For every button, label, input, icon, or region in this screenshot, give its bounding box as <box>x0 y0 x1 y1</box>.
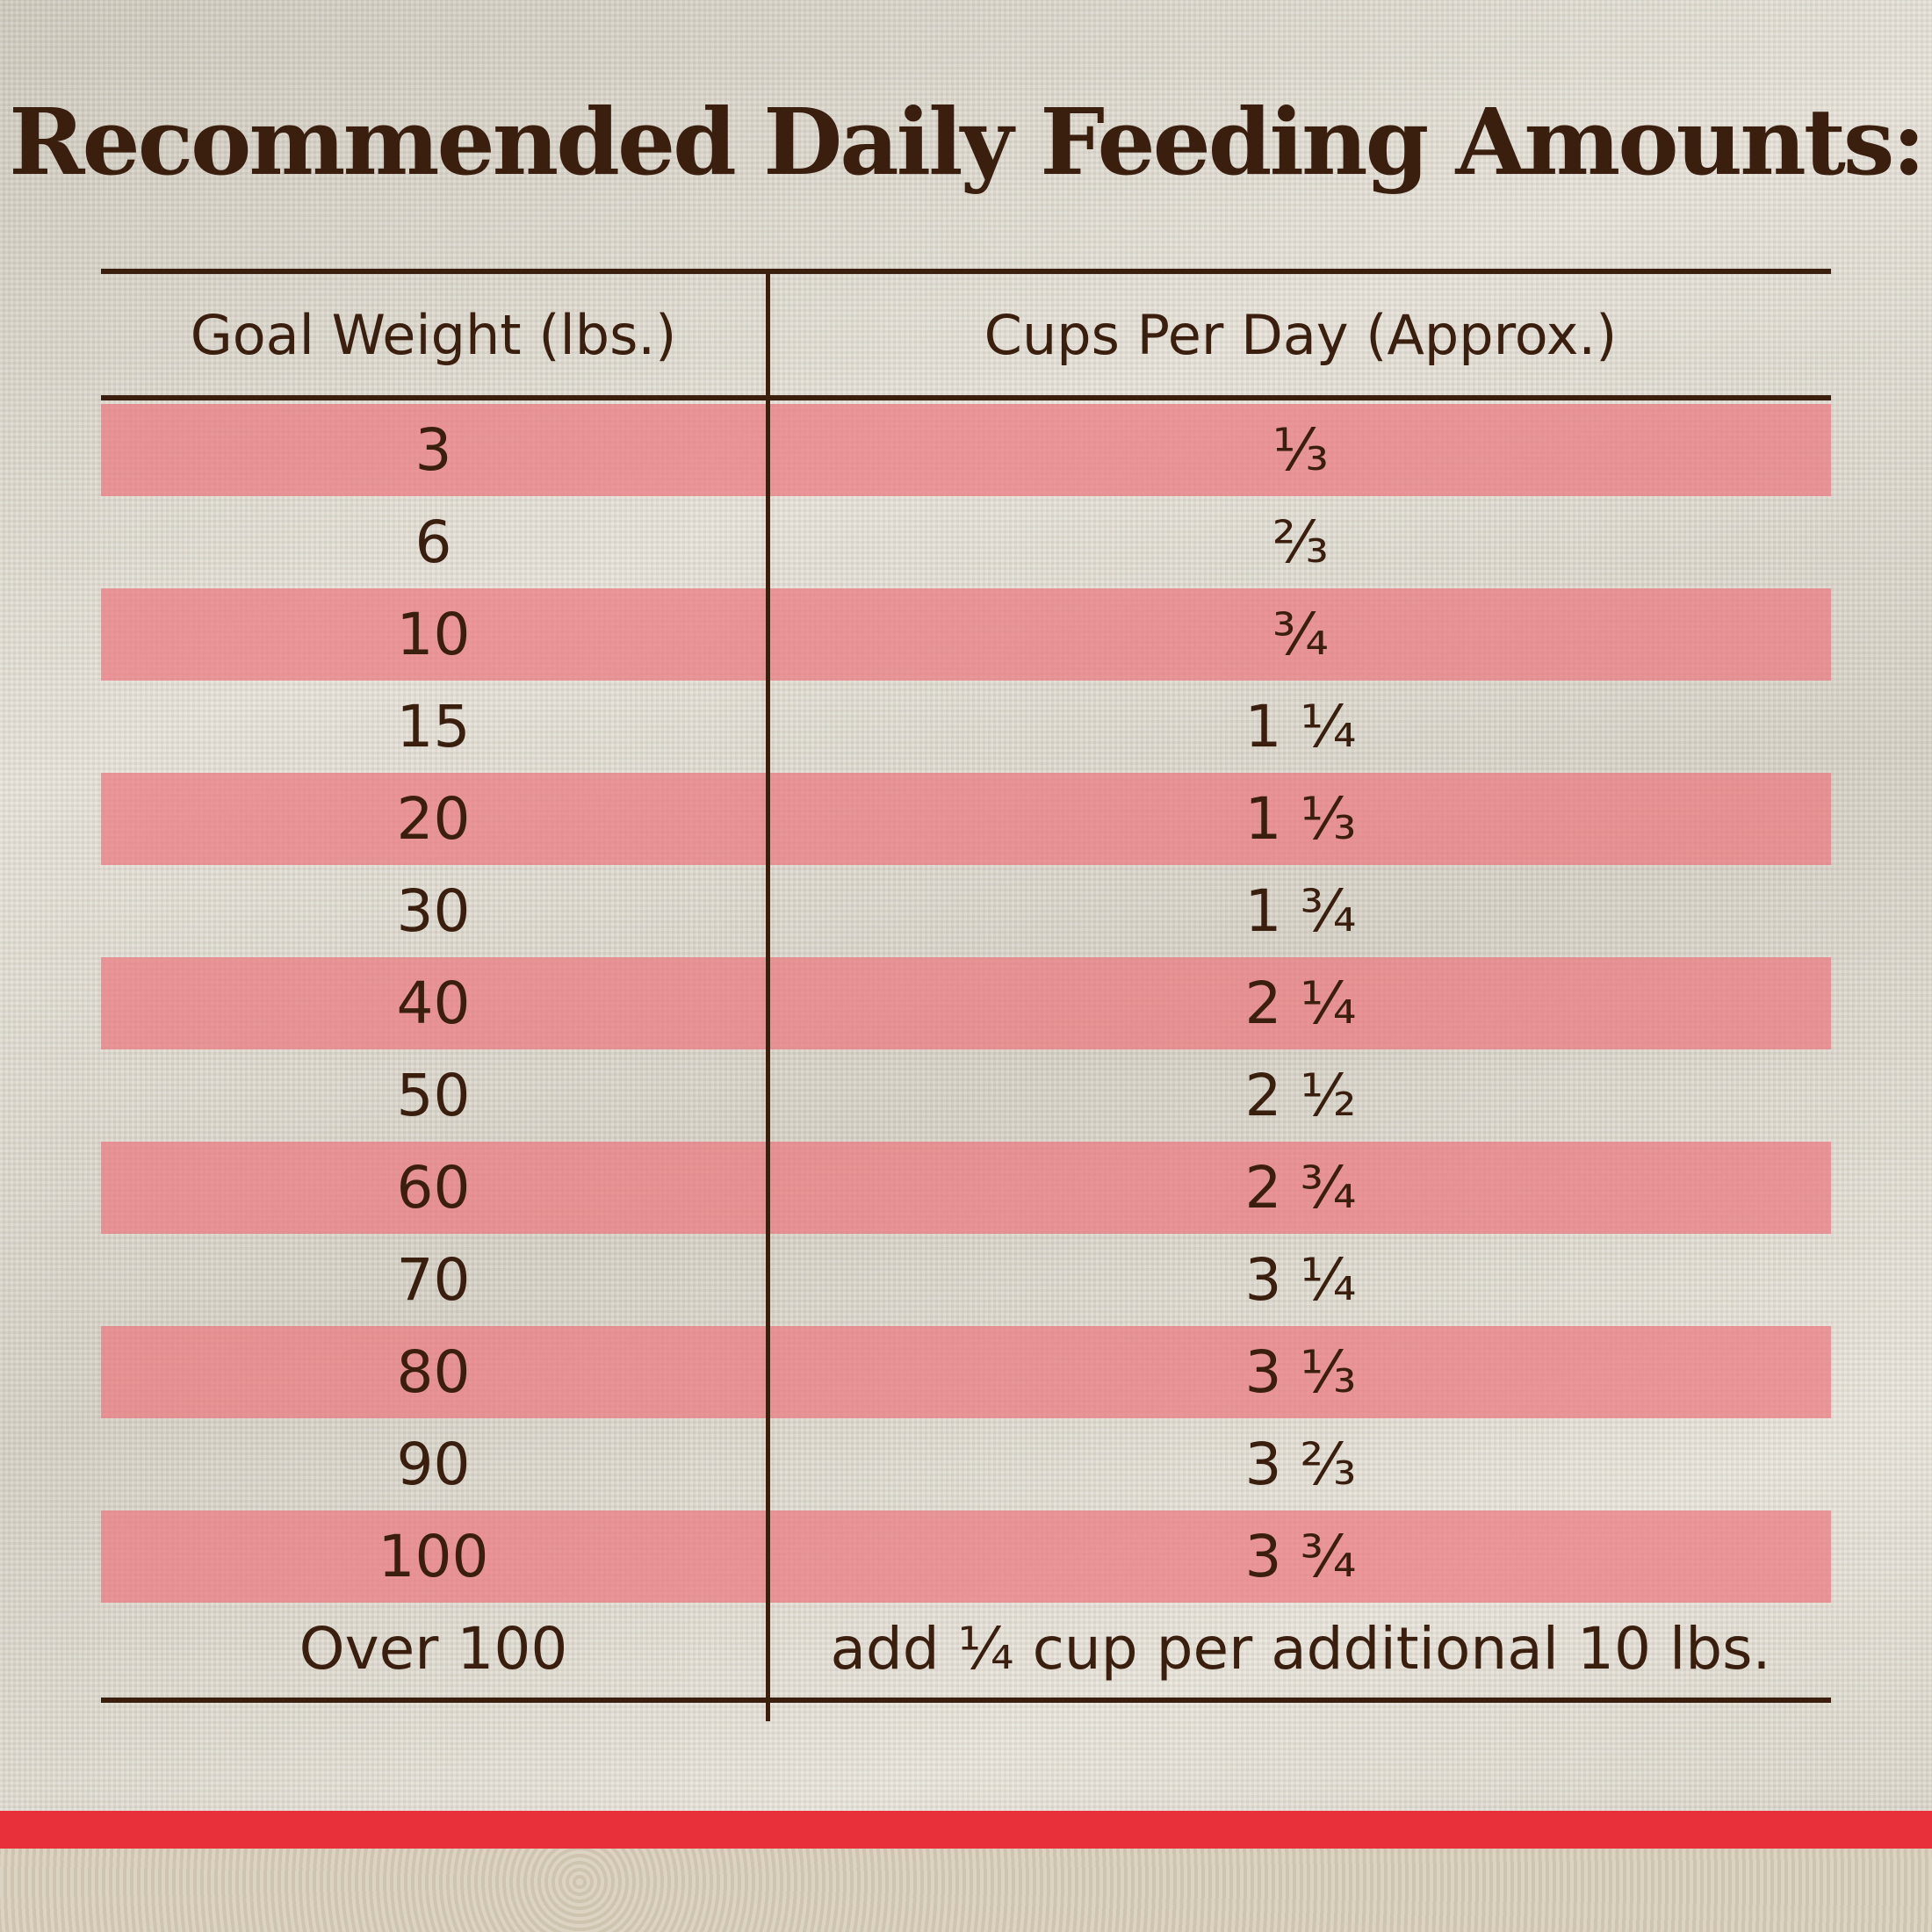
table-cell: 2 ¾ <box>1244 1154 1357 1222</box>
table-cell: 60 <box>396 1154 471 1222</box>
rule <box>101 269 1831 274</box>
table-cell: 3 ¾ <box>1244 1523 1357 1590</box>
sand-strip <box>0 1849 1932 1932</box>
table-cell: 3 ⅔ <box>1244 1431 1357 1498</box>
table-cell: 3 ¼ <box>1244 1246 1357 1314</box>
header-cell: Goal Weight (lbs.) <box>190 303 677 367</box>
table-cell: 70 <box>396 1246 471 1314</box>
rule <box>101 395 1831 400</box>
table-cell: 15 <box>396 693 471 761</box>
row-band <box>101 773 1831 865</box>
table-cell: ⅔ <box>1272 508 1329 576</box>
table-cell: 3 <box>415 416 452 484</box>
table-cell: 80 <box>396 1338 471 1406</box>
table-cell: 20 <box>396 785 471 853</box>
row-band <box>101 1510 1831 1603</box>
header-cell: Cups Per Day (Approx.) <box>984 303 1618 367</box>
row-band <box>101 957 1831 1049</box>
table-cell: 10 <box>396 601 471 668</box>
row-band <box>101 404 1831 496</box>
table-cell: 3 ⅓ <box>1244 1338 1357 1406</box>
red-bar <box>0 1811 1932 1849</box>
table-cell: 90 <box>396 1431 471 1498</box>
table-cell: 6 <box>415 508 452 576</box>
row-band <box>101 588 1831 681</box>
table-cell: 2 ¼ <box>1244 970 1357 1037</box>
row-band <box>101 1326 1831 1418</box>
title: Recommended Daily Feeding Amounts: <box>9 88 1926 196</box>
table-cell: 2 ½ <box>1244 1062 1357 1129</box>
table-cell: add ¼ cup per additional 10 lbs. <box>830 1615 1771 1683</box>
table-cell: 1 ¾ <box>1244 877 1357 945</box>
divider <box>766 271 770 1721</box>
table-cell: 30 <box>396 877 471 945</box>
table-cell: ¾ <box>1272 601 1329 668</box>
table-cell: 1 ⅓ <box>1244 785 1357 853</box>
table-cell: 100 <box>378 1523 489 1590</box>
table-cell: 40 <box>396 970 471 1037</box>
table-cell: Over 100 <box>299 1615 568 1683</box>
rule <box>101 1698 1831 1703</box>
row-band <box>101 1142 1831 1234</box>
table-cell: 50 <box>396 1062 471 1129</box>
table-cell: 1 ¼ <box>1244 693 1357 761</box>
table-cell: ⅓ <box>1272 416 1329 484</box>
